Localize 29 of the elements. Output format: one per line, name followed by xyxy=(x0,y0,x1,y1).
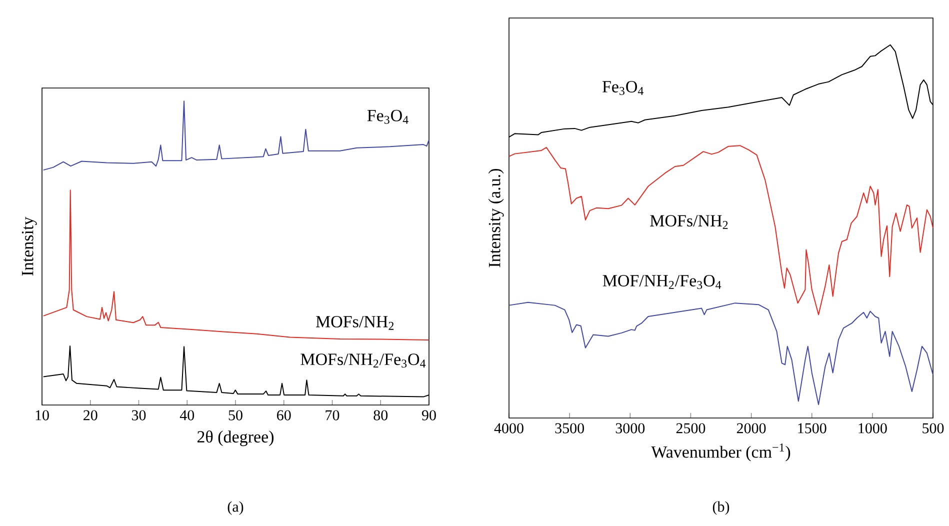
x-axis-title: Wavenumber (cm$^{−1}$) xyxy=(651,444,790,462)
x-tick-label: 60 xyxy=(277,410,291,420)
x-tick-label: 4000 xyxy=(494,423,524,434)
y-axis-title: Intensity (a.u.) xyxy=(488,168,504,268)
x-tick-label: 1000 xyxy=(858,423,887,434)
x-tick-label: 1500 xyxy=(798,423,826,434)
x-tick-label: 90 xyxy=(422,410,436,420)
x-tick-label: 2500 xyxy=(676,423,706,434)
y-axis-title: Intensity xyxy=(22,216,37,276)
series-label: MOF/NH$_{2}$/Fe$_{3}$O$_{4}$ xyxy=(602,275,722,289)
x-tick-label: 3500 xyxy=(555,423,584,434)
series-label: MOFs/NH$_{2}$/Fe$_{3}$O$_{4}$ xyxy=(300,354,426,368)
x-tick-label: 10 xyxy=(36,410,49,420)
x-tick-label: 40 xyxy=(180,410,194,420)
series-label: Fe$_{3}$O$_{4}$ xyxy=(367,110,408,124)
series-label: Fe$_{3}$O$_{4}$ xyxy=(602,81,644,95)
x-axis-title: 2θ (degree) xyxy=(197,430,274,446)
x-tick-label: 500 xyxy=(922,423,944,434)
x-tick-label: 20 xyxy=(84,410,98,420)
x-tick-label: 70 xyxy=(326,410,340,420)
x-tick-label: 30 xyxy=(132,410,146,420)
x-tick-label: 50 xyxy=(228,410,242,420)
text: (a) xyxy=(228,501,244,515)
text: (b) xyxy=(712,501,730,515)
x-tick-label: 2000 xyxy=(736,423,766,434)
x-tick-label: 80 xyxy=(374,410,388,420)
series-label: MOFs/NH$_{2}$ xyxy=(650,215,728,229)
x-tick-label: 3000 xyxy=(616,423,645,434)
series-label: MOFs/NH$_{2}$ xyxy=(316,316,394,330)
